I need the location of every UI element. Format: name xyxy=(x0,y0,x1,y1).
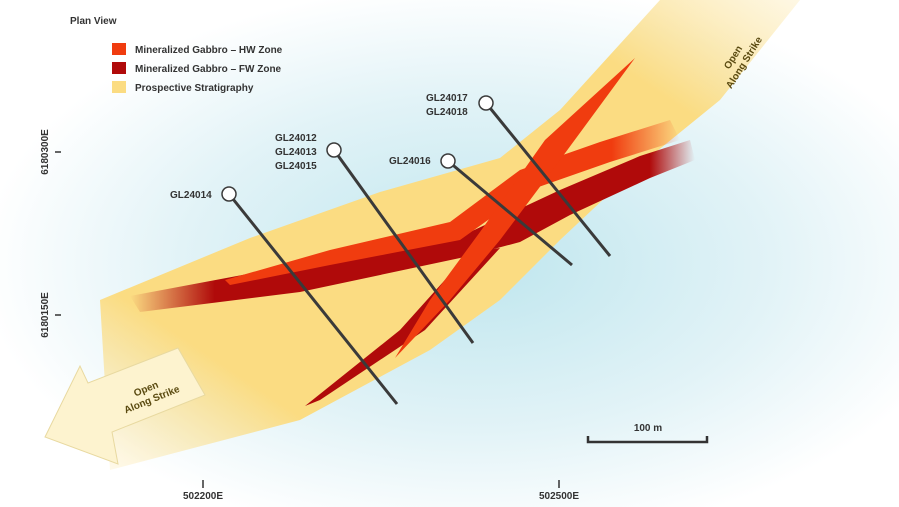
fw-zone xyxy=(130,140,695,312)
easting-label: 502500E xyxy=(539,491,579,502)
easting-label: 502200E xyxy=(183,491,223,502)
northing-label: 6180150E xyxy=(40,292,51,338)
legend-label: Prospective Stratigraphy xyxy=(135,83,254,94)
drill-trace xyxy=(484,102,612,257)
collar xyxy=(221,186,237,202)
hole-label: GL24017 xyxy=(426,93,468,104)
legend-swatch xyxy=(112,43,126,55)
drill-trace xyxy=(332,149,475,344)
northing-label: 6180300E xyxy=(40,129,51,175)
scale-bar xyxy=(586,436,709,444)
legend-label: Mineralized Gabbro – HW Zone xyxy=(135,45,283,56)
legend-swatch xyxy=(112,62,126,74)
legend-swatch xyxy=(112,81,126,93)
hole-label: GL24018 xyxy=(426,107,468,118)
scale-label: 100 m xyxy=(634,423,662,434)
drill-trace xyxy=(447,159,573,267)
open-arrow xyxy=(44,347,206,465)
collar xyxy=(478,95,494,111)
hole-label: GL24013 xyxy=(275,147,317,158)
hole-label: GL24014 xyxy=(170,190,212,201)
legend-label: Mineralized Gabbro – FW Zone xyxy=(135,64,282,75)
collar xyxy=(440,153,456,169)
collar xyxy=(326,142,342,158)
hole-label: GL24012 xyxy=(275,133,317,144)
hole-label: GL24016 xyxy=(389,156,431,167)
hw-zone-branch xyxy=(395,58,635,358)
hole-label: GL24015 xyxy=(275,161,317,172)
title: Plan View xyxy=(70,16,117,27)
drill-trace xyxy=(227,193,399,405)
hw-zone xyxy=(225,120,680,285)
